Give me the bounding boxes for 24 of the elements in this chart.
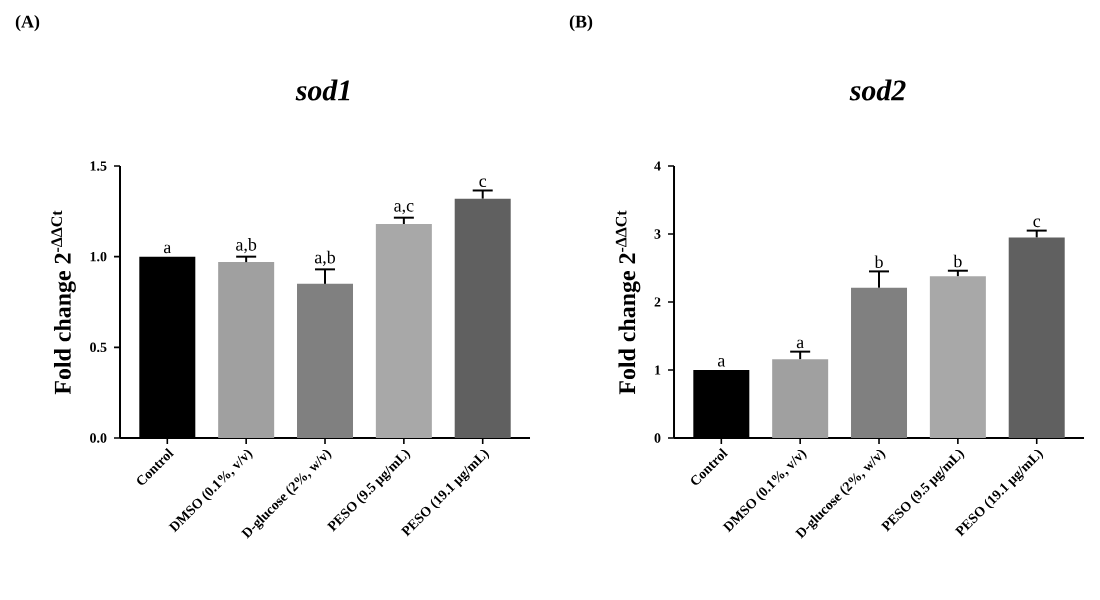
bar <box>454 198 511 438</box>
annotation: a <box>796 339 804 349</box>
bar <box>929 276 986 438</box>
bar <box>375 224 432 438</box>
bar <box>218 262 275 438</box>
y-axis-title: Fold change 2$^{-ΔΔCt}$ <box>51 210 76 395</box>
bar <box>851 287 908 438</box>
bar <box>297 283 354 438</box>
annotation: a,b <box>236 238 257 254</box>
annotation: a,c <box>394 203 414 215</box>
bar <box>1008 237 1065 438</box>
text: (A) <box>15 15 40 32</box>
y-axis-title: Fold change 2$^{-ΔΔCt}$ <box>615 210 641 395</box>
annotation: a,b <box>314 250 336 266</box>
text: (B) <box>569 15 593 32</box>
annotation: c <box>1033 218 1041 228</box>
chart-title: sod2 <box>849 79 906 101</box>
chart-title: sod1 <box>295 79 350 101</box>
annotation: a <box>717 358 726 367</box>
annotation: b <box>953 254 962 268</box>
bar <box>772 359 829 438</box>
annotation: c <box>479 178 487 188</box>
annotation: a <box>163 244 172 254</box>
annotation: b <box>874 255 883 269</box>
